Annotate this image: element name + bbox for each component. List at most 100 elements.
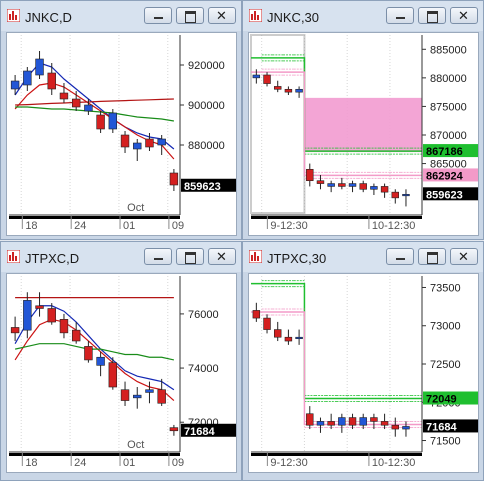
- last-price-tag-bg: [181, 178, 236, 192]
- maximize-button[interactable]: [418, 7, 446, 24]
- candle-up: [295, 88, 303, 93]
- supply-zone: [304, 97, 422, 153]
- candle-down: [84, 346, 93, 361]
- level-price-tag-bg: [423, 168, 478, 182]
- close-button[interactable]: ✕: [208, 248, 236, 265]
- candle-down: [263, 74, 271, 84]
- candle-down: [59, 319, 69, 334]
- time-tick-label: 01: [123, 220, 135, 232]
- chart-canvas: 920000 900000 880000 859623 18 24 01 09 Oct: [9, 35, 236, 232]
- candle-down: [391, 191, 400, 199]
- candle-down: [327, 421, 335, 426]
- maximize-button[interactable]: [176, 7, 204, 24]
- price-tick-label: 76000: [188, 309, 219, 321]
- candle-up: [133, 394, 142, 399]
- close-button[interactable]: ✕: [450, 7, 478, 24]
- time-tick-label: 09: [172, 457, 184, 469]
- time-tick-label: 9-12:30: [270, 457, 307, 469]
- minimize-icon: [154, 17, 163, 19]
- time-tick-label: 24: [74, 457, 86, 469]
- month-label: Oct: [127, 439, 144, 451]
- window-title: JNKC,D: [25, 10, 72, 25]
- chart-app-icon: [7, 250, 20, 263]
- level-line: [251, 282, 422, 400]
- close-icon: ✕: [458, 249, 469, 264]
- level-price-tag: 862924: [426, 170, 464, 182]
- time-tick-label: 18: [25, 220, 37, 232]
- window-titlebar[interactable]: JTPXC,30 ✕: [243, 242, 483, 272]
- last-price-tag: 859623: [184, 181, 221, 193]
- candle-down: [59, 92, 69, 100]
- minimize-icon: [396, 17, 405, 19]
- candle-up: [23, 300, 32, 331]
- minimize-icon: [154, 258, 163, 260]
- maximize-button[interactable]: [176, 248, 204, 265]
- close-button[interactable]: ✕: [450, 248, 478, 265]
- candle-down: [316, 180, 325, 184]
- candle-up: [108, 112, 118, 130]
- candle-down: [391, 424, 400, 430]
- level-price-tag: 72049: [426, 394, 457, 406]
- price-tick-label: 73000: [430, 321, 461, 333]
- candle-down: [284, 336, 293, 342]
- window-titlebar[interactable]: JNKC,30 ✕: [243, 1, 483, 31]
- chart-app-icon: [249, 250, 262, 263]
- candle-up: [348, 183, 357, 187]
- candle-up: [402, 426, 410, 430]
- last-price-tag: 859623: [426, 189, 463, 201]
- time-axis-bar: [9, 453, 180, 456]
- maximize-icon: [185, 252, 196, 264]
- minimize-button[interactable]: [386, 7, 414, 24]
- price-tick-label: 875000: [430, 101, 467, 113]
- moving-average-line: [14, 343, 175, 361]
- window-titlebar[interactable]: JTPXC,D ✕: [1, 242, 241, 272]
- window-titlebar[interactable]: JNKC,D ✕: [1, 1, 241, 31]
- candle-down: [359, 183, 367, 190]
- time-tick-label: 10-12:30: [372, 220, 415, 232]
- minimize-button[interactable]: [386, 248, 414, 265]
- candle-up: [96, 356, 105, 366]
- time-tick-label: 09: [172, 220, 184, 232]
- close-icon: ✕: [458, 8, 469, 23]
- chart-area[interactable]: 885000 880000 875000 870000 865000 867186 8629…: [248, 32, 479, 236]
- month-label: Oct: [127, 202, 144, 214]
- last-price-tag-bg: [423, 187, 478, 201]
- candle-up: [252, 74, 261, 79]
- close-button[interactable]: ✕: [208, 7, 236, 24]
- moving-average-line: [15, 106, 174, 122]
- chart-area[interactable]: 76000 74000 72000 71684 18 24 01 09 Oct: [6, 273, 237, 473]
- candle-up: [370, 186, 378, 190]
- chart-app-icon: [249, 9, 262, 22]
- maximize-icon: [185, 11, 196, 23]
- time-axis-bar: [251, 453, 422, 456]
- chart-canvas: 735007300072500720007150072049716849-12:…: [251, 276, 478, 469]
- candle-down: [108, 362, 118, 388]
- price-tick-label: 865000: [430, 159, 467, 171]
- chart-window-jtpxc-daily[interactable]: JTPXC,D ✕ 76000 74000 72000 71684 18 24 01 09 Oc…: [0, 241, 242, 481]
- maximize-button[interactable]: [418, 248, 446, 265]
- candle-up: [133, 142, 142, 150]
- chart-area[interactable]: 920000 900000 880000 859623 18 24 01 09 Oct: [6, 32, 237, 236]
- time-tick-label: 01: [123, 457, 135, 469]
- chart-area[interactable]: 735007300072500720007150072049716849-12:…: [248, 273, 479, 473]
- time-tick-label: 24: [74, 220, 86, 232]
- close-icon: ✕: [216, 8, 227, 23]
- chart-window-jtpxc-30min[interactable]: JTPXC,30 ✕ 73500730007250072000715007204…: [242, 241, 484, 481]
- time-tick-label: 18: [25, 457, 37, 469]
- candle-up: [145, 389, 154, 393]
- candle-down: [263, 317, 271, 330]
- moving-average-line: [15, 98, 174, 106]
- minimize-button[interactable]: [144, 248, 172, 265]
- chart-window-jnkc-daily[interactable]: JNKC,D ✕ 920000 900000 880000 859623 18 24 01 0…: [0, 0, 242, 240]
- time-axis-bar: [251, 216, 422, 219]
- price-tick-label: 74000: [188, 363, 219, 375]
- candle-down: [252, 310, 261, 319]
- chart-window-jnkc-30min[interactable]: JNKC,30 ✕ 885000 880000 875000 870000 865000…: [242, 0, 484, 240]
- minimize-button[interactable]: [144, 7, 172, 24]
- candle-down: [71, 98, 81, 108]
- moving-average-line: [14, 82, 175, 160]
- candle-down: [35, 305, 44, 309]
- level-line: [251, 311, 422, 426]
- candle-up: [359, 417, 367, 426]
